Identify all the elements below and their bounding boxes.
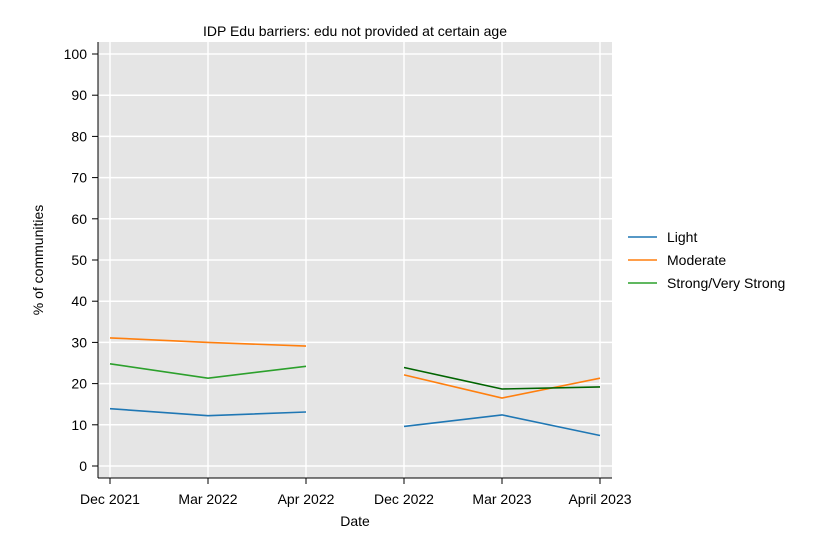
series-line-2: [403, 374, 601, 399]
y-tick-label: 50: [71, 252, 87, 268]
legend-label: Moderate: [667, 252, 726, 268]
x-tick-label: Mar 2023: [472, 491, 531, 507]
y-tick-label: 70: [71, 170, 87, 186]
y-tick-label: 90: [71, 87, 87, 103]
y-gridlines: [98, 53, 612, 467]
x-tick-label: Mar 2022: [178, 491, 237, 507]
legend-label: Light: [667, 229, 697, 245]
y-tick-label: 80: [71, 128, 87, 144]
series-line-3: [109, 363, 307, 380]
y-tick-label: 30: [71, 334, 87, 350]
y-tick-label: 10: [71, 417, 87, 433]
x-tick-label: April 2023: [568, 491, 631, 507]
y-tick-label: 0: [79, 458, 87, 474]
series-line-3: [403, 366, 601, 390]
y-tick-label: 20: [71, 376, 87, 392]
series-line-1: [403, 414, 601, 437]
legend: Light Moderate Strong/Very Strong: [628, 229, 785, 291]
chart-title: IDP Edu barriers: edu not provided at ce…: [203, 23, 507, 39]
series-lines: [109, 337, 601, 437]
y-axis: 0 10 20 30 40 50 60 70 80 90 100: [64, 42, 99, 478]
x-tick-label: Dec 2021: [80, 491, 140, 507]
series-line-2: [109, 337, 307, 347]
x-tick-label: Dec 2022: [374, 491, 434, 507]
y-tick-label: 100: [64, 46, 88, 62]
x-tick-label: Apr 2022: [278, 491, 335, 507]
series-line-1: [109, 407, 307, 417]
y-axis-label: % of communities: [30, 205, 46, 315]
y-tick-label: 40: [71, 293, 87, 309]
x-axis: Dec 2021 Mar 2022 Apr 2022 Dec 2022 Mar 2023…: [80, 477, 632, 507]
legend-label: Strong/Very Strong: [667, 275, 785, 291]
y-tick-label: 60: [71, 211, 87, 227]
x-axis-label: Date: [340, 513, 370, 529]
